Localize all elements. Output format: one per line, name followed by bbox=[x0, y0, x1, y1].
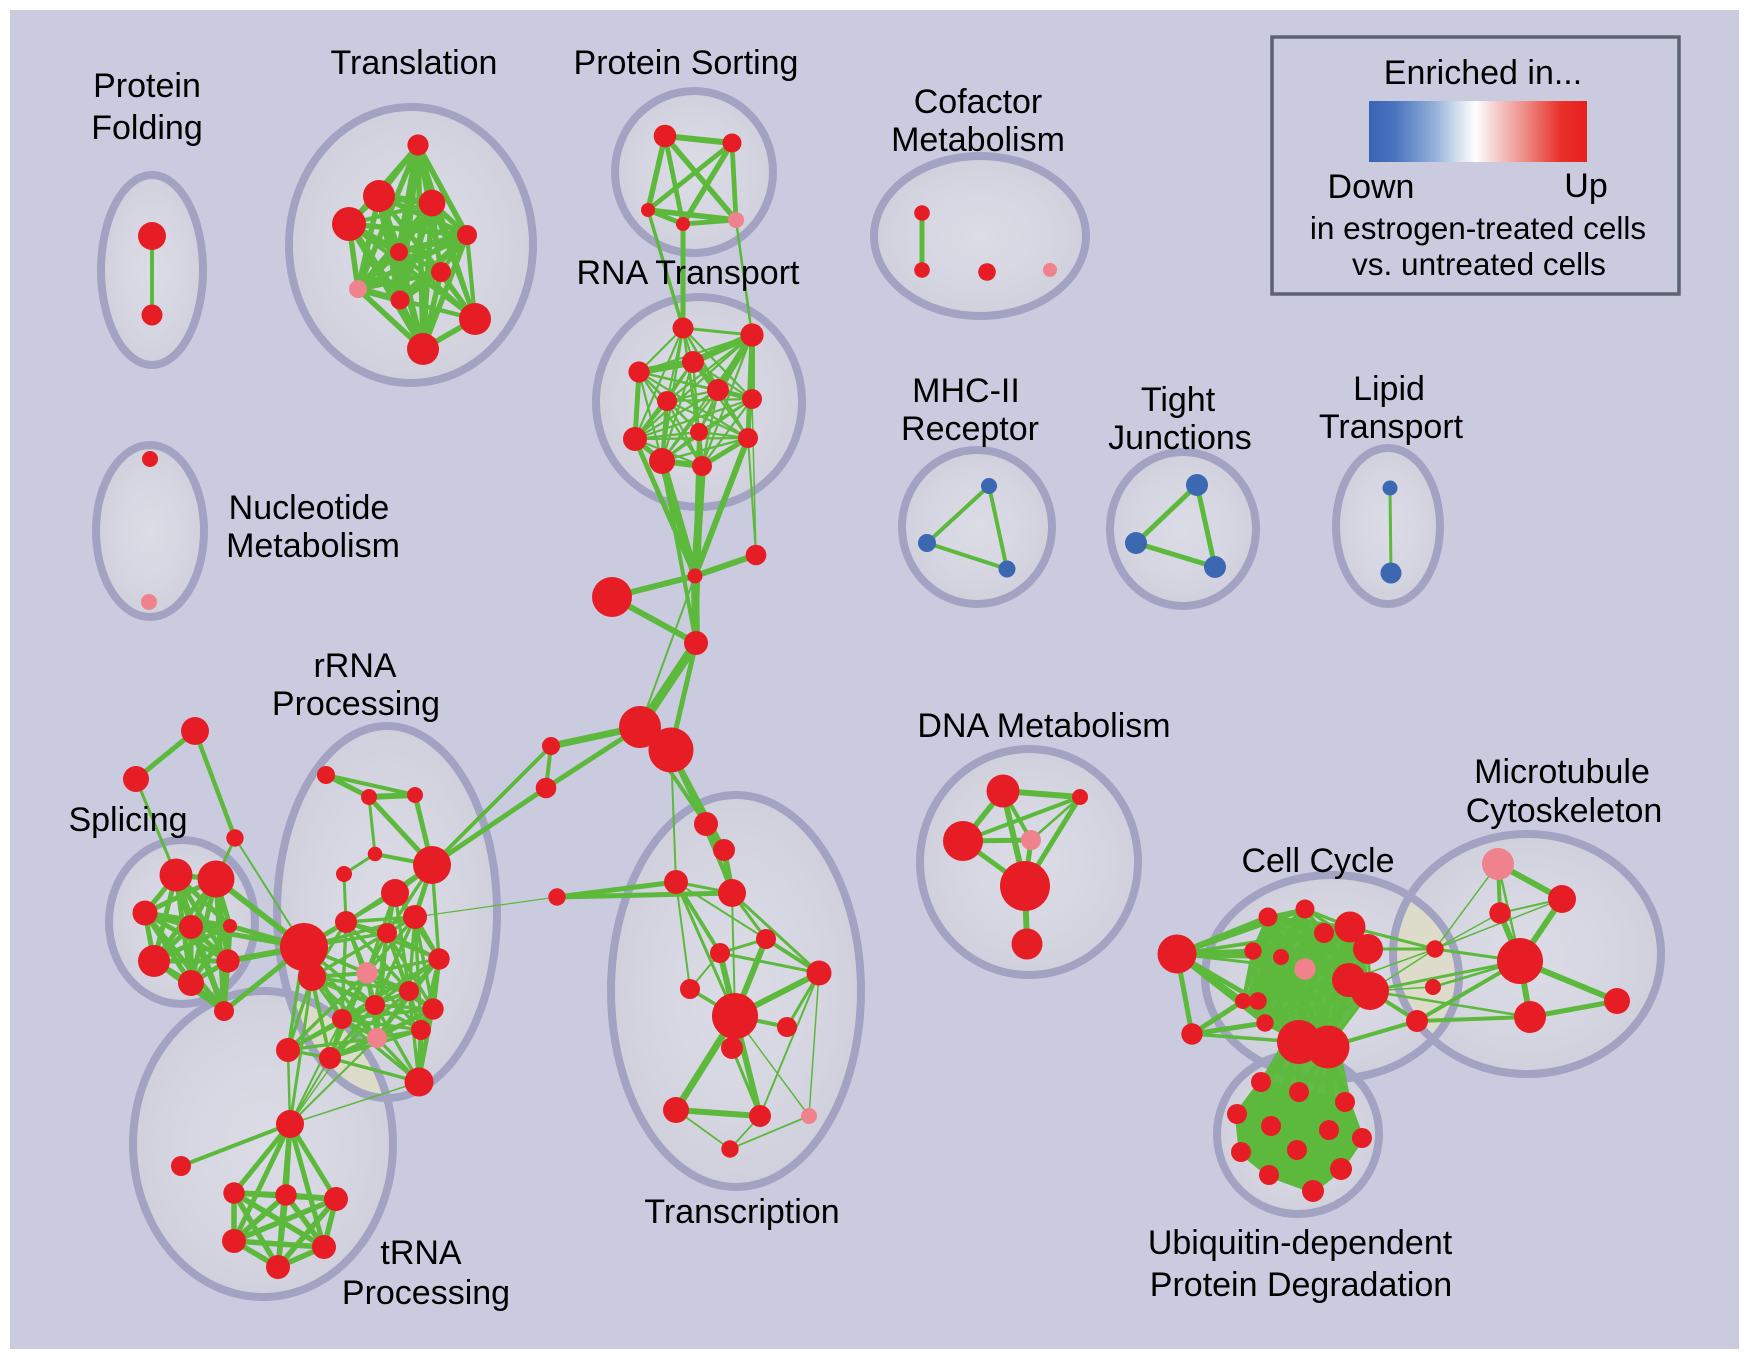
svg-text:Translation: Translation bbox=[331, 44, 498, 82]
svg-text:Junctions: Junctions bbox=[1108, 419, 1252, 457]
svg-text:Protein Sorting: Protein Sorting bbox=[574, 44, 799, 82]
svg-text:Ubiquitin-dependent: Ubiquitin-dependent bbox=[1148, 1224, 1453, 1262]
svg-text:DNA Metabolism: DNA Metabolism bbox=[917, 707, 1170, 745]
svg-text:Processing: Processing bbox=[272, 685, 440, 723]
svg-text:Protein: Protein bbox=[93, 67, 201, 105]
svg-text:Cofactor: Cofactor bbox=[914, 83, 1043, 121]
svg-text:Cytoskeleton: Cytoskeleton bbox=[1466, 792, 1663, 830]
svg-text:Down: Down bbox=[1328, 168, 1415, 206]
svg-text:vs. untreated cells: vs. untreated cells bbox=[1352, 246, 1606, 282]
svg-text:Cell Cycle: Cell Cycle bbox=[1241, 842, 1394, 880]
svg-text:Transcription: Transcription bbox=[644, 1193, 839, 1231]
svg-text:MHC-II: MHC-II bbox=[912, 372, 1020, 410]
svg-text:Enriched in...: Enriched in... bbox=[1384, 54, 1582, 92]
svg-text:RNA Transport: RNA Transport bbox=[577, 254, 801, 292]
svg-text:Metabolism: Metabolism bbox=[891, 121, 1065, 159]
svg-text:Receptor: Receptor bbox=[901, 410, 1039, 448]
svg-text:Nucleotide: Nucleotide bbox=[229, 489, 390, 527]
svg-text:in estrogen-treated cells: in estrogen-treated cells bbox=[1310, 210, 1646, 246]
svg-text:Microtubule: Microtubule bbox=[1474, 753, 1650, 791]
svg-text:Folding: Folding bbox=[91, 109, 203, 147]
svg-text:Splicing: Splicing bbox=[68, 801, 187, 839]
svg-text:Transport: Transport bbox=[1319, 408, 1464, 446]
svg-text:Lipid: Lipid bbox=[1353, 370, 1425, 408]
svg-text:rRNA: rRNA bbox=[313, 647, 396, 685]
svg-text:Metabolism: Metabolism bbox=[226, 527, 400, 565]
svg-text:Tight: Tight bbox=[1141, 381, 1216, 419]
svg-text:tRNA: tRNA bbox=[380, 1234, 462, 1272]
svg-text:Up: Up bbox=[1564, 167, 1607, 205]
svg-text:Processing: Processing bbox=[342, 1274, 510, 1312]
svg-text:Protein Degradation: Protein Degradation bbox=[1150, 1266, 1452, 1304]
